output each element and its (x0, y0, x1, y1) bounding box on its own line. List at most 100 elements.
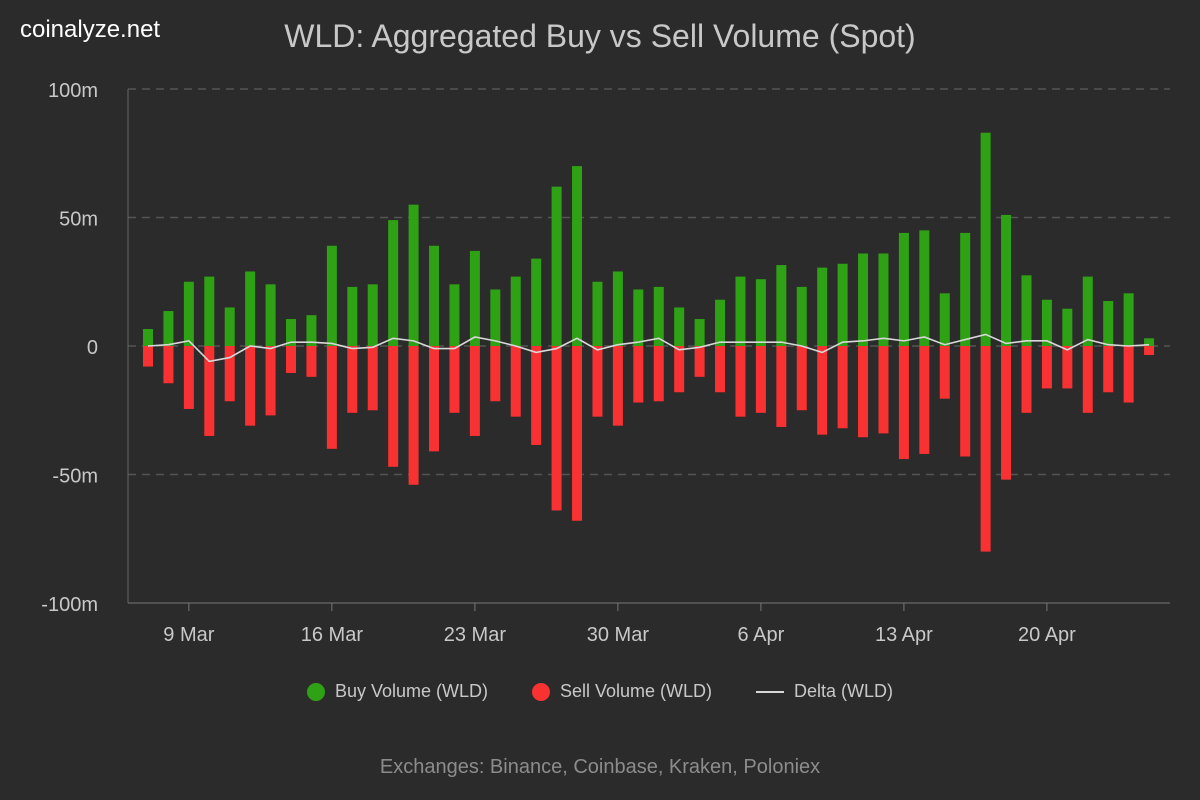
buy-bar (367, 284, 378, 346)
buy-bar (735, 276, 746, 346)
sell-bar (1144, 346, 1155, 355)
legend-sell-label: Sell Volume (WLD) (559, 681, 713, 701)
buy-bar (653, 286, 664, 346)
sell-bar (265, 346, 276, 416)
x-tick-label: 13 Apr (875, 624, 933, 646)
legend-delta-marker (756, 690, 785, 693)
sell-bar (449, 346, 460, 413)
sell-bar (817, 346, 828, 435)
sell-bar (837, 346, 848, 429)
sell-bar (572, 346, 583, 521)
buy-bar (776, 265, 787, 346)
sell-bar (286, 346, 297, 373)
buy-bar (694, 319, 705, 346)
buy-bar (960, 232, 971, 346)
x-tick-label: 30 Mar (587, 624, 650, 646)
buy-bar (980, 132, 991, 346)
sell-bar (224, 346, 235, 402)
sell-bar (674, 346, 685, 393)
buy-bar (919, 230, 930, 346)
sell-bar (245, 346, 256, 426)
sell-bar (715, 346, 726, 393)
legend-buy[interactable]: Buy Volume (WLD) (306, 681, 488, 702)
buy-bar (572, 166, 583, 346)
buy-bar (1041, 299, 1052, 346)
sell-bar (163, 346, 174, 384)
y-tick-label: 50m (59, 209, 98, 231)
buy-bar (245, 271, 256, 346)
legend-delta-label: Delta (WLD) (794, 681, 894, 701)
buy-bar (1062, 308, 1073, 346)
sell-bar (1041, 346, 1052, 389)
y-tick-label: 100m (48, 80, 98, 102)
buy-bar (183, 281, 194, 346)
buy-bar (939, 293, 950, 346)
sell-bar (653, 346, 664, 402)
buy-bar (674, 307, 685, 346)
legend-buy-label: Buy Volume (WLD) (334, 681, 488, 701)
buy-bar (306, 315, 317, 346)
sell-bar (204, 346, 215, 436)
sell-bar (612, 346, 623, 426)
sell-bar (755, 346, 766, 413)
buy-bar (715, 299, 726, 346)
legend-sell[interactable]: Sell Volume (WLD) (531, 681, 713, 702)
legend: Buy Volume (WLD) Sell Volume (WLD) Delta… (0, 681, 1200, 702)
buy-bar (163, 311, 174, 346)
buy-bar (1021, 275, 1032, 346)
sell-bar (469, 346, 480, 436)
sell-bar (694, 346, 705, 377)
sell-bar (306, 346, 317, 377)
sell-bar (898, 346, 909, 460)
sell-bar (858, 346, 869, 438)
buy-bar (755, 279, 766, 346)
buy-bar (1123, 293, 1134, 346)
buy-bar (1103, 301, 1114, 346)
buy-bar (204, 276, 215, 346)
sell-bar (592, 346, 603, 417)
y-tick-label: -100m (41, 594, 98, 616)
buy-bar (143, 329, 153, 346)
y-tick-label: 0 (87, 337, 98, 359)
sell-bar (1021, 346, 1032, 413)
sell-bar (388, 346, 399, 467)
x-tick-label: 23 Mar (444, 624, 507, 646)
sell-bar (326, 346, 337, 449)
buy-bar (408, 204, 419, 346)
sell-bar (878, 346, 889, 434)
sell-bar (183, 346, 194, 409)
sell-bar (490, 346, 501, 402)
sell-bar (510, 346, 521, 417)
legend-delta[interactable]: Delta (WLD) (756, 681, 893, 702)
sell-bar (919, 346, 930, 454)
buy-bar (510, 276, 521, 346)
x-tick-label: 16 Mar (301, 624, 364, 646)
exchanges-footer: Exchanges: Binance, Coinbase, Kraken, Po… (379, 756, 821, 778)
sell-bar (408, 346, 419, 485)
buy-bar (469, 250, 480, 346)
buy-bar (796, 286, 807, 346)
y-tick-label: -50m (52, 466, 98, 488)
sell-bar (1123, 346, 1134, 403)
buy-bar (551, 186, 562, 346)
buy-bar (592, 281, 603, 346)
delta-line (147, 333, 1150, 363)
sell-bar (633, 346, 644, 403)
buy-bar (817, 267, 828, 346)
buy-bar (429, 245, 440, 346)
buy-bar (531, 258, 542, 346)
sell-bar (143, 346, 153, 367)
buy-bar (898, 232, 909, 346)
sell-bar (367, 346, 378, 411)
brand-logo[interactable]: coinalyze.net (20, 16, 161, 43)
chart-title: WLD: Aggregated Buy vs Sell Volume (Spot… (284, 18, 916, 54)
buy-bar (1082, 276, 1093, 346)
sell-bar (960, 346, 971, 457)
legend-sell-marker (531, 682, 550, 701)
buy-bar (633, 289, 644, 346)
sell-bar (1001, 346, 1012, 480)
sell-bar (776, 346, 787, 427)
buy-bar (286, 319, 297, 346)
sell-bar (347, 346, 358, 413)
buy-bar (388, 220, 399, 346)
